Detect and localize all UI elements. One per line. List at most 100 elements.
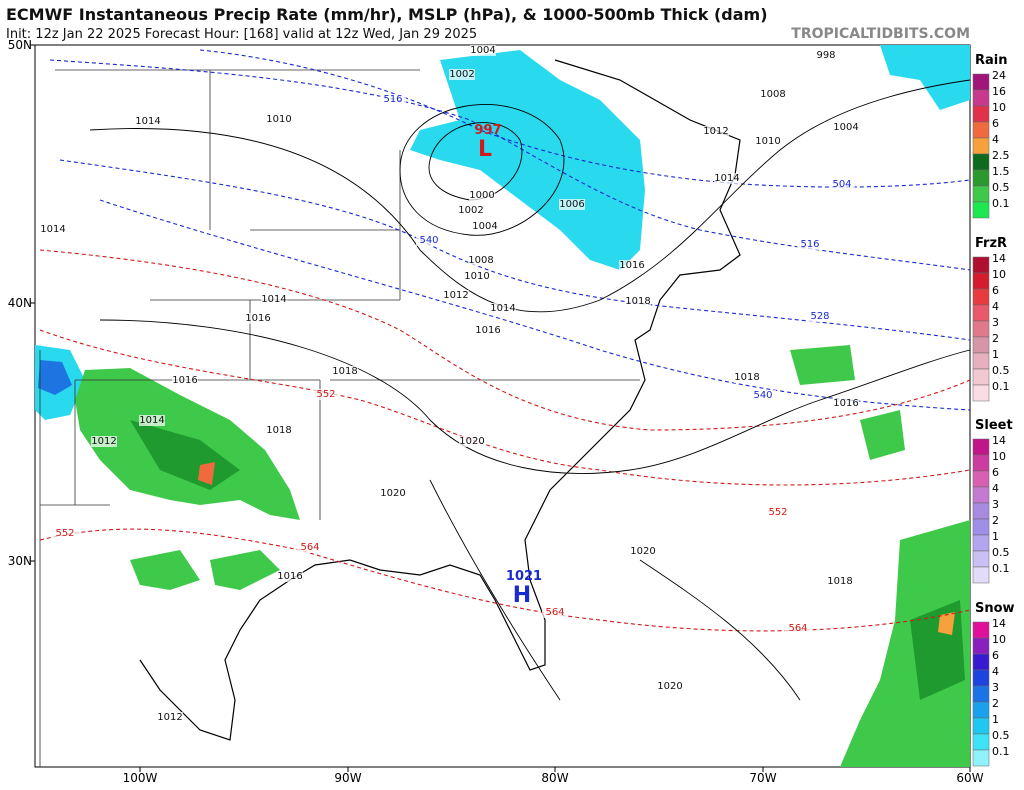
contour-label-bg <box>468 255 494 266</box>
legend-tick: 0.1 <box>992 745 1010 758</box>
cold-thickness-contours <box>49 49 971 411</box>
legend-tick: 6 <box>992 466 999 479</box>
contour-label: 1006 <box>559 199 584 210</box>
legend-swatch <box>972 454 990 472</box>
contour-label-bg <box>630 546 656 557</box>
contour-label-bg <box>52 528 78 539</box>
legend-swatch <box>972 653 990 671</box>
legend-tick: 1.5 <box>992 165 1010 178</box>
contour-label: 564 <box>300 542 319 553</box>
contour-label-bg <box>797 239 823 250</box>
low-pressure-value: 997 <box>474 123 501 138</box>
legend-tick: 6 <box>992 284 999 297</box>
contour-label-bg <box>332 366 358 377</box>
contour-label-bg <box>135 116 161 127</box>
legend-tick: 14 <box>992 617 1006 630</box>
contour-label: 1020 <box>459 436 484 447</box>
contour-label: 1004 <box>470 45 495 56</box>
legend-tick: 0.5 <box>992 729 1010 742</box>
contour-label: 1000 <box>469 190 494 201</box>
legend-tick: 3 <box>992 498 999 511</box>
legend-tick: 3 <box>992 681 999 694</box>
contour-label: 1010 <box>266 114 291 125</box>
legend-tick: 10 <box>992 450 1006 463</box>
contour-label: 1018 <box>625 296 650 307</box>
legend-swatch <box>972 733 990 751</box>
legend-tick: 4 <box>992 133 999 146</box>
contour-label: 516 <box>383 94 402 105</box>
contour-label: 1012 <box>703 126 728 137</box>
contour-label: 1012 <box>91 436 116 447</box>
contour-label: 1016 <box>172 375 197 386</box>
legend-swatch <box>972 288 990 306</box>
legend-swatch <box>972 621 990 639</box>
contour-label-bg <box>91 436 117 447</box>
legend-swatch <box>972 486 990 504</box>
lat-label: 50N <box>8 38 32 52</box>
legend-swatch <box>972 502 990 520</box>
legend-swatch <box>972 749 990 767</box>
legend-swatch <box>972 470 990 488</box>
contour-label-bg <box>157 712 183 723</box>
contour-label: 1020 <box>657 681 682 692</box>
contour-label: 1002 <box>449 69 474 80</box>
lon-label: 80W <box>541 771 568 785</box>
contour-label-bg <box>619 260 645 271</box>
contour-label: 1010 <box>464 271 489 282</box>
contour-label-bg <box>827 576 853 587</box>
contour-label: 516 <box>800 239 819 250</box>
contour-label: 1016 <box>833 398 858 409</box>
legend-swatch <box>972 637 990 655</box>
contour-label: 1014 <box>135 116 160 127</box>
contour-label-bg <box>266 425 292 436</box>
contour-label: 540 <box>419 235 438 246</box>
contour-label-bg <box>785 623 811 634</box>
heavy-rain <box>198 462 215 485</box>
contour-label-bg <box>443 290 469 301</box>
contour-label: 1020 <box>380 488 405 499</box>
contour-label: 1020 <box>630 546 655 557</box>
contour-label: 1016 <box>475 325 500 336</box>
legend-tick: 2.5 <box>992 149 1010 162</box>
contour-label: 1018 <box>266 425 291 436</box>
lon-label: 90W <box>334 771 361 785</box>
contour-label-bg <box>755 136 781 147</box>
contour-label-bg <box>464 271 490 282</box>
legend-tick: 0.5 <box>992 364 1010 377</box>
contour-label: 1018 <box>332 366 357 377</box>
contour-label-bg <box>625 296 651 307</box>
high-pressure-value: 1021 <box>506 569 542 584</box>
contour-label-bg <box>472 221 498 232</box>
legend-swatch <box>972 201 990 219</box>
high-label: H <box>513 583 531 608</box>
contour-label-bg <box>297 542 323 553</box>
legend-tick: 2 <box>992 697 999 710</box>
legend-swatch <box>972 320 990 338</box>
legend-swatch <box>972 304 990 322</box>
contour-label: 1018 <box>734 372 759 383</box>
legend-tick: 0.5 <box>992 546 1010 559</box>
legend-swatch <box>972 272 990 290</box>
contour-label: 1016 <box>245 313 270 324</box>
contour-label: 1014 <box>139 415 164 426</box>
contour-label-bg <box>765 507 791 518</box>
contour-label: 564 <box>545 607 564 618</box>
contour-label: 1014 <box>261 294 286 305</box>
legend-tick: 4 <box>992 665 999 678</box>
low-label: L <box>478 137 492 162</box>
contour-label-bg <box>807 311 833 322</box>
contour-label-bg <box>750 390 776 401</box>
contour-label: 1002 <box>458 205 483 216</box>
rain-area <box>210 550 280 590</box>
contour-label-bg <box>470 45 496 56</box>
contour-label-bg <box>458 205 484 216</box>
legend-tick: 14 <box>992 252 1006 265</box>
legend-swatch <box>972 105 990 123</box>
legend-title: Rain <box>975 53 1008 68</box>
legend-swatch <box>972 368 990 386</box>
legend-tick: 16 <box>992 85 1006 98</box>
legend-tick: 6 <box>992 649 999 662</box>
contour-label: 1008 <box>468 255 493 266</box>
